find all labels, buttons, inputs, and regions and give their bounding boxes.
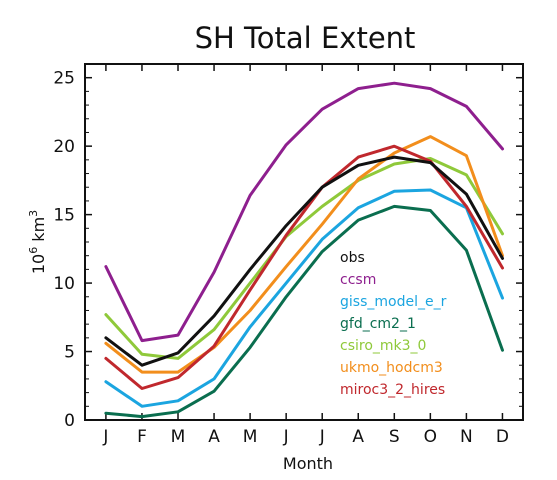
legend-entry-ccsm: ccsm xyxy=(340,272,376,288)
y-axis-label-exp1: 6 xyxy=(27,247,40,254)
series-line-miroc3_2_hires xyxy=(104,144,504,390)
axis-ticks: J F M A M J J A S O N D 0 5 10 15 20 25 xyxy=(53,64,523,447)
series-lines xyxy=(104,81,504,419)
series-line-gfd_cm2_1 xyxy=(104,204,504,419)
x-tick-label: F xyxy=(137,427,147,447)
x-tick-label: M xyxy=(243,427,258,447)
y-tick-label: 15 xyxy=(53,206,75,226)
x-tick-label: J xyxy=(102,427,108,447)
y-axis-label: 106 km3 xyxy=(27,210,48,274)
x-axis-label: Month xyxy=(283,454,333,473)
series-line-ukmo_hodcm3 xyxy=(104,135,504,374)
legend-entry-obs: obs xyxy=(340,250,365,266)
x-tick-label: A xyxy=(208,427,220,447)
series-line-csiro_mk3_0 xyxy=(104,157,504,360)
legend-entry-gfd_cm2_1: gfd_cm2_1 xyxy=(340,316,416,332)
x-tick-label: D xyxy=(496,427,509,447)
legend: obs ccsm giss_model_e_r gfd_cm2_1 csiro_mk3_… xyxy=(340,250,447,398)
chart-title: SH Total Extent xyxy=(195,21,416,55)
y-tick-label: 10 xyxy=(53,274,75,294)
legend-entry-giss_model_e_r: giss_model_e_r xyxy=(340,294,447,310)
x-tick-label: O xyxy=(424,427,437,447)
y-axis-label-unit: km xyxy=(29,217,48,247)
x-tick-label: J xyxy=(319,427,325,447)
y-tick-label: 25 xyxy=(53,69,75,89)
y-axis-label-exp2: 3 xyxy=(27,210,40,217)
y-tick-label: 0 xyxy=(64,411,75,431)
series-line-giss_model_e_r xyxy=(104,188,504,408)
x-tick-label: S xyxy=(389,427,400,447)
y-tick-label: 5 xyxy=(64,343,75,363)
x-tick-label: J xyxy=(283,427,289,447)
y-axis-label-base: 10 xyxy=(29,254,48,274)
legend-entry-ukmo_hodcm3: ukmo_hodcm3 xyxy=(340,360,443,376)
series-line-obs xyxy=(104,155,504,367)
legend-entry-miroc3_2_hires: miroc3_2_hires xyxy=(340,382,445,398)
y-tick-label: 20 xyxy=(53,137,75,157)
x-tick-label: M xyxy=(171,427,186,447)
legend-entry-csiro_mk3_0: csiro_mk3_0 xyxy=(340,338,426,354)
series-line-ccsm xyxy=(104,81,504,343)
x-tick-label: N xyxy=(460,427,473,447)
x-tick-label: A xyxy=(352,427,364,447)
